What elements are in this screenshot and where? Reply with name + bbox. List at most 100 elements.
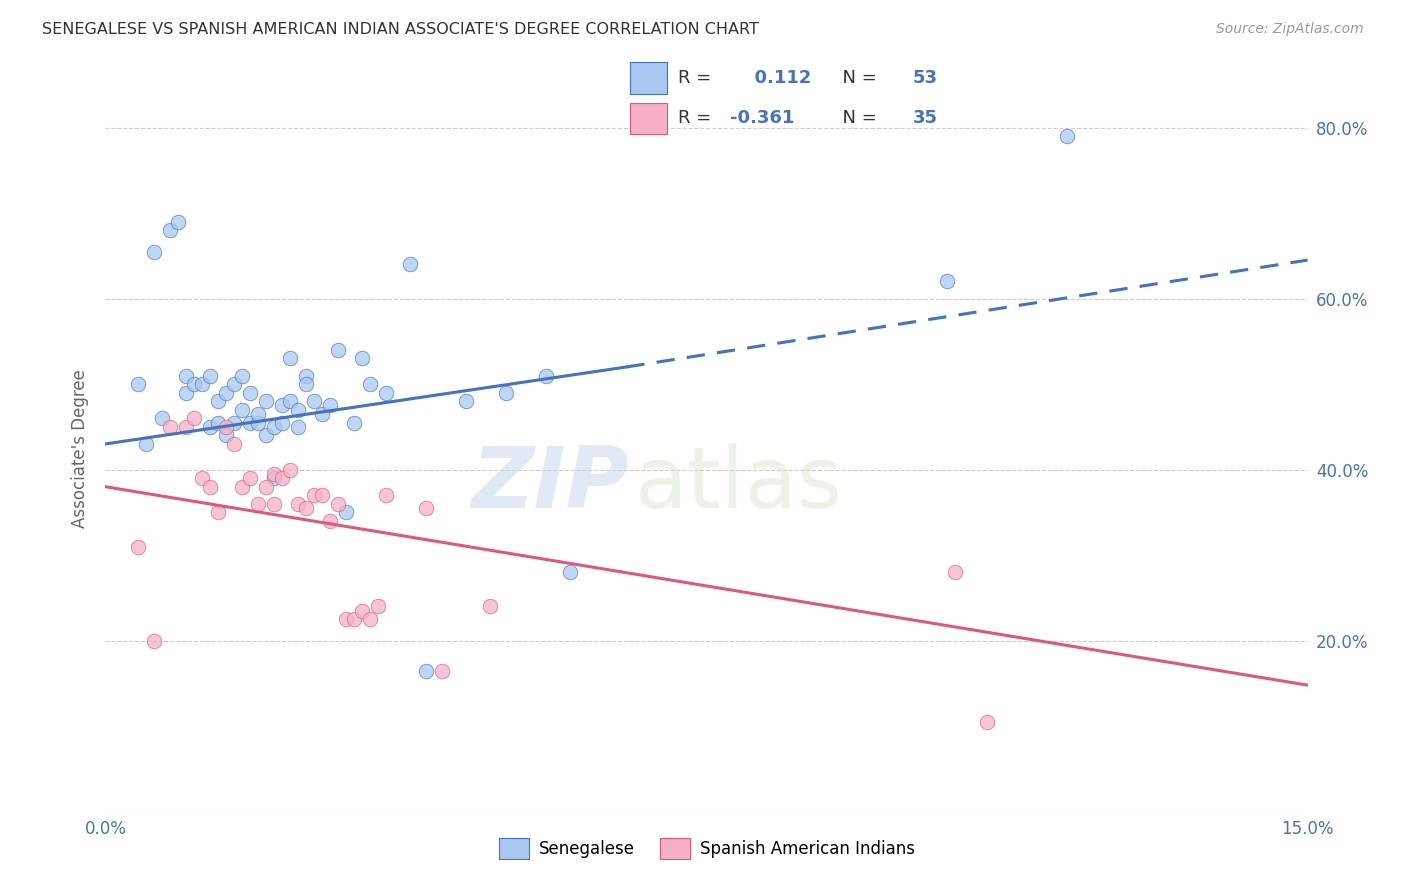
Point — [278, 351, 301, 366]
Text: atlas: atlas — [634, 443, 842, 526]
Point — [222, 377, 245, 392]
Point — [534, 368, 557, 383]
Point — [239, 385, 262, 400]
Point — [335, 505, 357, 519]
Point — [263, 471, 285, 485]
Point — [207, 505, 229, 519]
Point — [343, 612, 366, 626]
Point — [319, 514, 342, 528]
Point — [263, 467, 285, 481]
Point — [495, 385, 517, 400]
Point — [231, 402, 253, 417]
Point — [976, 714, 998, 729]
Point — [287, 497, 309, 511]
Point — [263, 420, 285, 434]
Point — [359, 612, 381, 626]
Point — [174, 420, 197, 434]
Text: -0.361: -0.361 — [731, 109, 794, 128]
Bar — [630, 103, 666, 134]
Point — [246, 407, 269, 421]
Point — [287, 420, 309, 434]
Point — [295, 501, 318, 516]
Text: 53: 53 — [912, 69, 938, 87]
Point — [231, 480, 253, 494]
Point — [198, 420, 221, 434]
Point — [239, 471, 262, 485]
Text: 35: 35 — [912, 109, 938, 128]
Point — [359, 377, 381, 392]
Point — [302, 394, 325, 409]
Point — [270, 399, 292, 413]
Text: 0.112: 0.112 — [741, 69, 811, 87]
Point — [246, 416, 269, 430]
Point — [311, 488, 333, 502]
Point — [943, 566, 966, 580]
Point — [254, 428, 277, 442]
Point — [159, 223, 181, 237]
Text: N =: N = — [831, 109, 883, 128]
Point — [142, 244, 165, 259]
Point — [198, 480, 221, 494]
Point — [222, 437, 245, 451]
Point — [319, 399, 342, 413]
Point — [311, 407, 333, 421]
Point — [207, 394, 229, 409]
Point — [150, 411, 173, 425]
Point — [399, 257, 422, 271]
Point — [127, 540, 149, 554]
Point — [198, 368, 221, 383]
Point — [239, 416, 262, 430]
Text: N =: N = — [831, 69, 883, 87]
Point — [190, 377, 212, 392]
Point — [135, 437, 157, 451]
Point — [254, 480, 277, 494]
Point — [254, 394, 277, 409]
Point — [159, 420, 181, 434]
Point — [302, 488, 325, 502]
Text: R =: R = — [678, 69, 717, 87]
Bar — [630, 62, 666, 94]
Point — [343, 416, 366, 430]
Point — [270, 416, 292, 430]
Point — [350, 351, 373, 366]
Point — [246, 497, 269, 511]
Legend: Senegalese, Spanish American Indians: Senegalese, Spanish American Indians — [492, 831, 921, 865]
Point — [183, 377, 205, 392]
Point — [295, 368, 318, 383]
Point — [326, 497, 349, 511]
Text: R =: R = — [678, 109, 717, 128]
Text: ZIP: ZIP — [471, 443, 628, 526]
Point — [374, 488, 398, 502]
Point — [142, 633, 165, 648]
Point — [278, 462, 301, 476]
Point — [127, 377, 149, 392]
Text: Source: ZipAtlas.com: Source: ZipAtlas.com — [1216, 22, 1364, 37]
Point — [214, 428, 236, 442]
Point — [190, 471, 212, 485]
Point — [936, 275, 959, 289]
Point — [222, 416, 245, 430]
Point — [326, 343, 349, 357]
Point — [207, 416, 229, 430]
Point — [166, 214, 188, 228]
Point — [1056, 129, 1078, 144]
Point — [174, 385, 197, 400]
Point — [415, 664, 437, 678]
Point — [278, 394, 301, 409]
Point — [374, 385, 398, 400]
Point — [415, 501, 437, 516]
Point — [263, 497, 285, 511]
Point — [174, 368, 197, 383]
Point — [367, 599, 389, 614]
Text: SENEGALESE VS SPANISH AMERICAN INDIAN ASSOCIATE'S DEGREE CORRELATION CHART: SENEGALESE VS SPANISH AMERICAN INDIAN AS… — [42, 22, 759, 37]
Point — [287, 402, 309, 417]
Point — [270, 471, 292, 485]
Y-axis label: Associate's Degree: Associate's Degree — [70, 368, 89, 528]
Point — [350, 604, 373, 618]
Point — [214, 385, 236, 400]
Point — [560, 566, 582, 580]
Point — [335, 612, 357, 626]
Point — [430, 664, 453, 678]
Point — [479, 599, 502, 614]
Point — [231, 368, 253, 383]
